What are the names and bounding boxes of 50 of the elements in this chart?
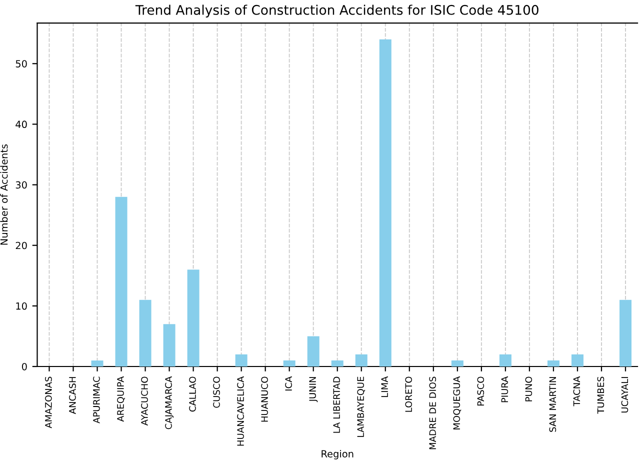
x-tick-label: AREQUIPA bbox=[117, 376, 125, 422]
x-tick-label: SAN MARTIN bbox=[549, 377, 556, 432]
x-axis-title: Region bbox=[322, 450, 354, 460]
y-tick-label: 50 bbox=[16, 60, 27, 68]
x-tick-label: HUANCAVELICA bbox=[237, 376, 244, 446]
y-tick-label: 30 bbox=[16, 181, 27, 189]
bar bbox=[499, 354, 512, 366]
x-tick-label: LORETO bbox=[405, 376, 412, 412]
x-tick-label: CALLAO bbox=[189, 376, 196, 412]
x-tick-label: APURIMAC bbox=[93, 376, 100, 424]
x-tick-label: TUMBES bbox=[597, 376, 604, 414]
bar bbox=[91, 360, 104, 366]
y-tick-label: 20 bbox=[16, 242, 27, 250]
bar bbox=[331, 360, 344, 366]
x-tick-label: TACNA bbox=[573, 376, 580, 406]
bar bbox=[283, 360, 296, 366]
x-tick-label: LAMBAYEQUE bbox=[357, 376, 366, 437]
x-tick-label: CAJAMARCA bbox=[165, 376, 174, 430]
bar bbox=[571, 354, 584, 366]
bar bbox=[307, 336, 320, 366]
y-tick-label: 0 bbox=[22, 362, 27, 370]
bar bbox=[163, 324, 176, 366]
y-tick-label: 10 bbox=[16, 302, 27, 310]
x-tick-label: PASCO bbox=[477, 376, 484, 406]
y-axis-title: Number of Accidents bbox=[0, 144, 8, 245]
chart-title: Trend Analysis of Construction Accidents for ISIC Code 45100 bbox=[135, 4, 538, 18]
bar bbox=[187, 270, 200, 366]
x-tick-label: HUANUCO bbox=[261, 376, 268, 422]
x-tick-label: CUSCO bbox=[213, 376, 220, 408]
bar bbox=[451, 360, 464, 366]
x-tick-label: AYACUCHO bbox=[141, 376, 148, 426]
bar bbox=[235, 354, 248, 366]
x-tick-label: UCAYALI bbox=[621, 377, 628, 413]
x-tick-label: LA LIBERTAD bbox=[333, 376, 340, 433]
x-tick-label: MOQUEGUA bbox=[453, 376, 462, 430]
bar bbox=[139, 300, 152, 366]
x-tick-label: PIURA bbox=[501, 376, 508, 402]
x-tick-label: ICA bbox=[285, 376, 292, 390]
bar bbox=[547, 360, 560, 366]
x-tick-label: JUNIN bbox=[309, 377, 318, 402]
bar bbox=[355, 354, 368, 366]
x-tick-label: ANCASH bbox=[69, 377, 76, 414]
bar bbox=[620, 300, 632, 366]
bar bbox=[379, 39, 392, 366]
x-tick-label: AMAZONAS bbox=[45, 376, 52, 428]
y-tick-label: 40 bbox=[16, 120, 27, 128]
x-tick-label: LIMA bbox=[381, 376, 388, 397]
bar bbox=[115, 196, 128, 366]
x-tick-label: MADRE DE DIOS bbox=[429, 376, 436, 450]
x-tick-label: PUNO bbox=[525, 376, 532, 402]
